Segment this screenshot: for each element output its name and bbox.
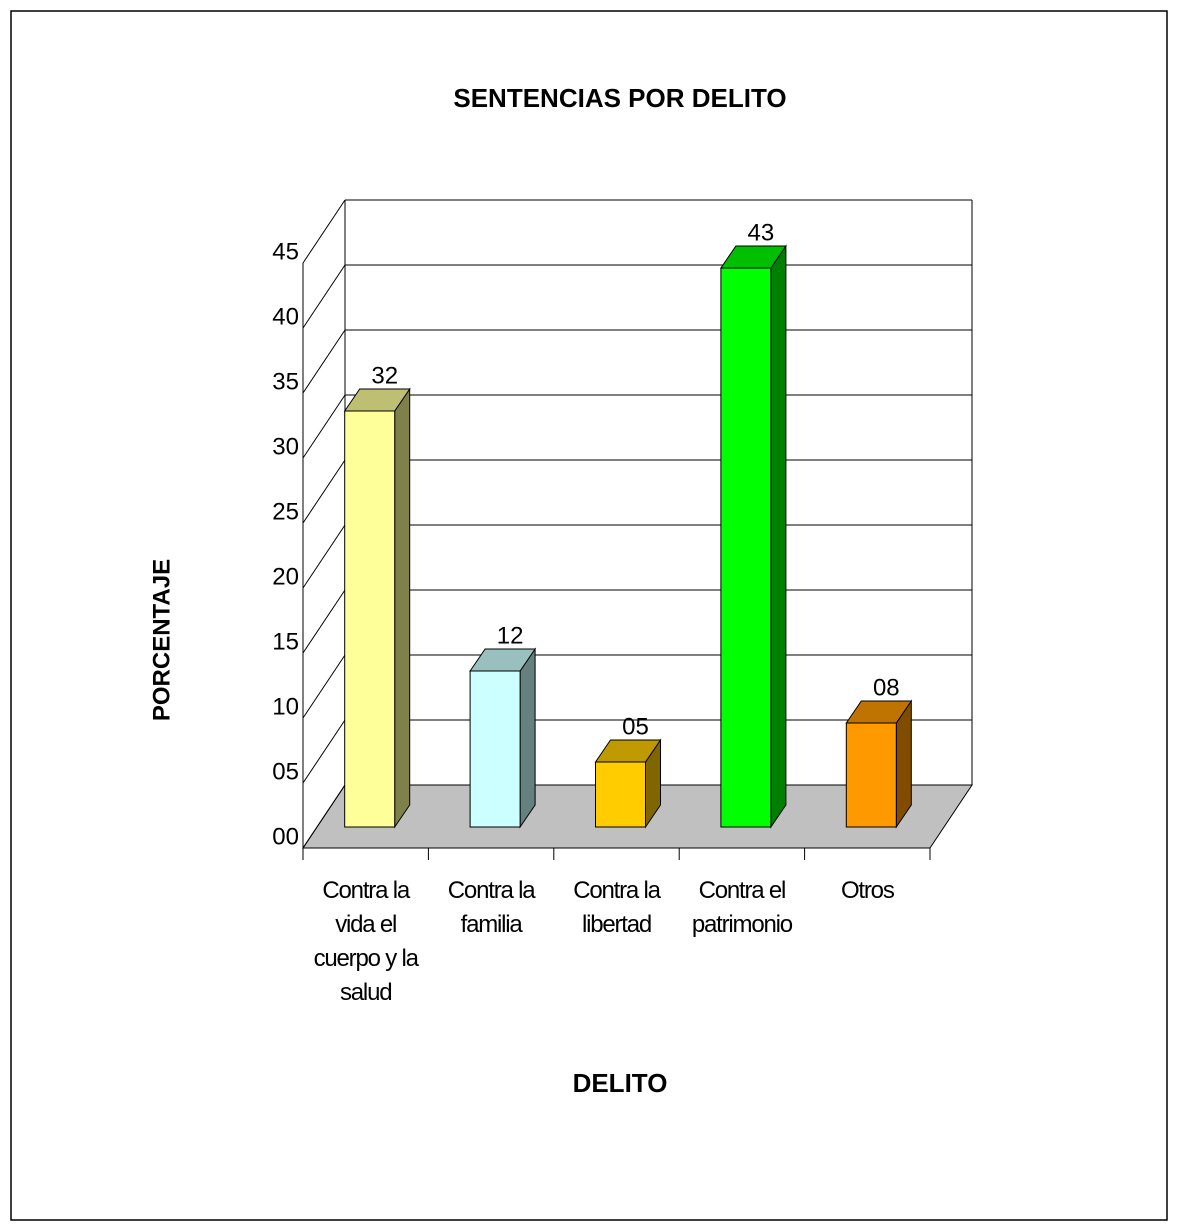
grid-line-side bbox=[302, 784, 346, 849]
y-tick-label: 20 bbox=[272, 563, 299, 590]
y-axis-label: PORCENTAJE bbox=[148, 559, 175, 721]
grid-line-side bbox=[302, 264, 346, 329]
y-tick-label: 45 bbox=[272, 238, 299, 265]
y-tick-label: 40 bbox=[272, 303, 299, 330]
y-tick-label: 25 bbox=[272, 498, 299, 525]
value-label: 08 bbox=[873, 674, 900, 701]
y-tick-label: 35 bbox=[272, 368, 299, 395]
x-tick-label: Contra la familia bbox=[447, 877, 536, 938]
grid-line-side bbox=[302, 329, 346, 394]
grid-line-side bbox=[302, 589, 346, 654]
y-tick-label: 00 bbox=[272, 823, 299, 850]
y-tick-label: 05 bbox=[272, 758, 299, 785]
bar bbox=[344, 410, 396, 828]
grid-line-side bbox=[302, 654, 346, 719]
x-axis-label: DELITO bbox=[573, 1068, 668, 1098]
bar-side bbox=[394, 387, 411, 829]
value-label: 32 bbox=[371, 362, 398, 389]
bar-side bbox=[770, 244, 787, 829]
grid-line-side bbox=[302, 199, 346, 264]
bar bbox=[469, 670, 521, 828]
grid-line-side bbox=[302, 719, 346, 784]
grid-line-side bbox=[302, 524, 346, 589]
bar-side bbox=[519, 647, 536, 829]
x-tick-label: Contra la vida el cuerpo y la salud bbox=[313, 877, 419, 1006]
y-tick-label: 30 bbox=[272, 433, 299, 460]
value-label: 05 bbox=[622, 713, 649, 740]
y-tick-label: 10 bbox=[272, 693, 299, 720]
bar bbox=[595, 761, 646, 828]
bar bbox=[845, 722, 897, 828]
value-label: 12 bbox=[497, 622, 524, 649]
grid-line-side bbox=[302, 459, 346, 524]
x-tick-label: Contra la libertad bbox=[573, 877, 661, 938]
value-label: 43 bbox=[748, 219, 775, 246]
x-tick-label: Otros bbox=[840, 877, 895, 904]
x-tick-label: Contra el patrimonio bbox=[691, 877, 793, 938]
chart-border bbox=[10, 10, 1168, 1221]
y-tick-label: 15 bbox=[272, 628, 299, 655]
grid-line-side bbox=[302, 394, 346, 459]
chart-title: SENTENCIAS POR DELITO bbox=[453, 83, 786, 113]
bar bbox=[720, 267, 772, 828]
